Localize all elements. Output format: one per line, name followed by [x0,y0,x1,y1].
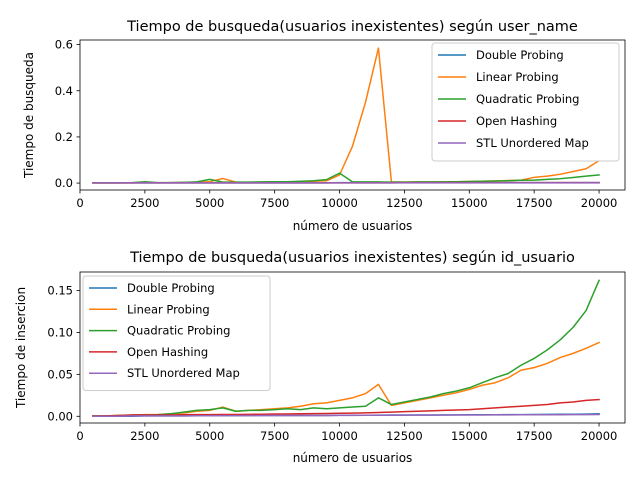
legend-label: Open Hashing [127,345,208,359]
x-tick-label: 17500 [516,196,553,210]
legend-label: STL Unordered Map [476,136,589,150]
legend-label: Quadratic Probing [127,324,230,338]
axes-frame [79,271,626,424]
x-tick-label: 10000 [321,196,358,210]
x-tick-label: 15000 [451,196,488,210]
y-tick-label: 0.10 [47,325,73,339]
y-tick-label: 0.00 [47,409,73,423]
x-tick-label: 20000 [581,429,618,443]
plot-lines [92,279,601,418]
y-tick-label: 0.15 [47,283,73,297]
x-tick-label: 15000 [451,429,488,443]
y-tick-label: 0.6 [55,38,73,52]
x-tick-label: 2500 [130,196,159,210]
chart-title: Tiempo de busqueda(usuarios inexistentes… [126,19,578,35]
y-tick-label: 0.2 [55,130,73,144]
x-tick-label: 0 [76,429,83,443]
x-tick-label: 5000 [195,429,224,443]
x-tick-label: 20000 [581,196,618,210]
legend-label: Quadratic Probing [476,92,579,106]
x-axis-label: número de usuarios [293,219,413,233]
legend-label: Double Probing [127,281,215,295]
legend-label: Linear Probing [476,70,559,84]
series-line-quadratic-probing [92,279,601,417]
plot-lines [92,47,601,184]
legend-label: Linear Probing [127,302,210,316]
series-line-open-hashing [92,398,600,417]
y-axis-label: Tiempo de busqueda [22,52,36,179]
y-axis-label: Tiempo de insercion [14,287,28,409]
chart-2: Tiempo de busqueda(usuarios inexistentes… [14,250,626,465]
x-tick-label: 17500 [516,429,553,443]
y-tick-label: 0.05 [47,367,73,381]
x-tick-label: 5000 [195,196,224,210]
legend-label: Double Probing [476,48,564,62]
x-axis-label: número de usuarios [293,451,413,465]
chart-1: Tiempo de busqueda(usuarios inexistentes… [22,19,626,233]
legend-box [431,42,620,162]
x-tick-label: 7500 [260,429,289,443]
x-tick-label: 0 [76,196,83,210]
x-tick-label: 7500 [260,196,289,210]
legend-box [82,275,271,391]
series-line-stl-unordered-map [92,413,600,418]
legend: Double Probing Linear Probing Quadratic Pr… [431,42,620,162]
x-tick-label: 12500 [386,429,423,443]
legend: Double Probing Linear Probing Quadratic Pr… [82,275,271,391]
legend-label: STL Unordered Map [127,366,240,380]
axes-frame [79,39,626,191]
y-tick-label: 0.0 [55,176,73,190]
legend-label: Open Hashing [476,114,557,128]
x-tick-label: 10000 [321,429,358,443]
y-tick-label: 0.4 [55,84,73,98]
series-line-quadratic-probing [92,172,600,184]
chart-title: Tiempo de busqueda(usuarios inexistentes… [129,250,575,266]
x-tick-label: 2500 [130,429,159,443]
x-tick-label: 12500 [386,196,423,210]
